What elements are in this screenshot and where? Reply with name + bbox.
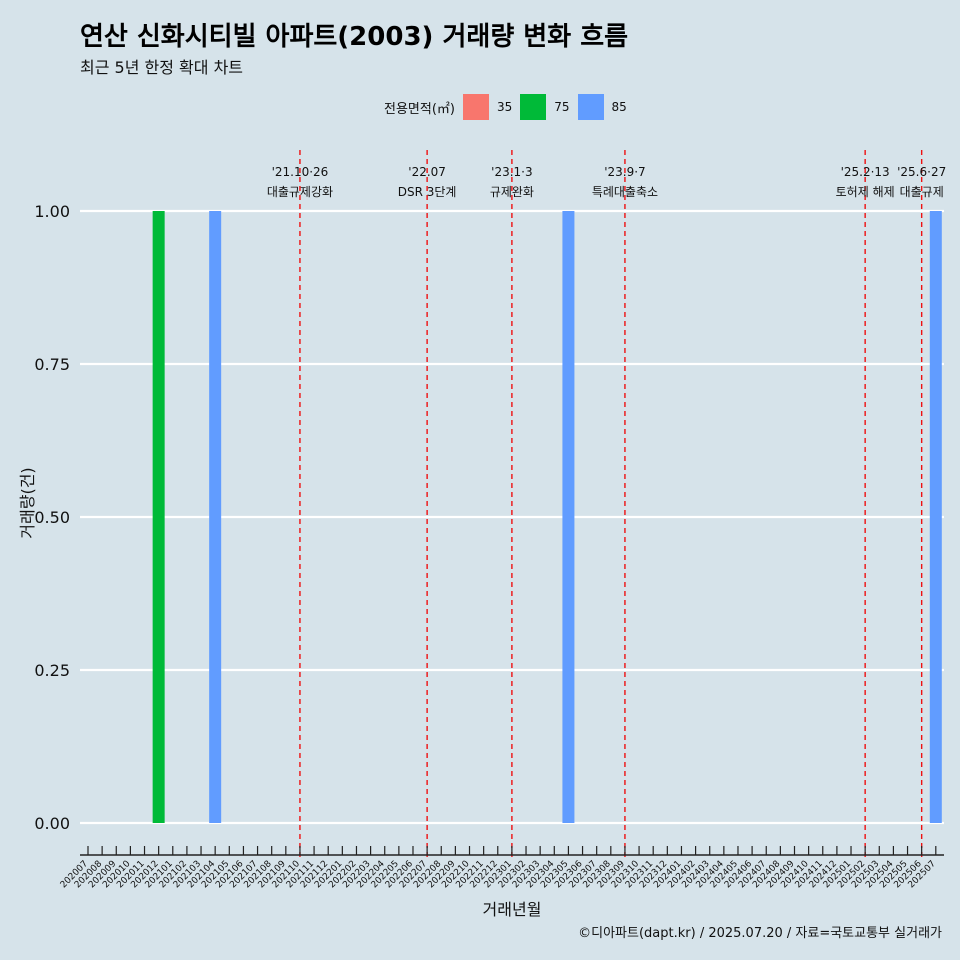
chart-title: 연산 신화시티빌 아파트(2003) 거래량 변화 흐름 [80, 22, 629, 52]
event-date-202110: '21.10·26 [272, 165, 329, 179]
legend-item-35: 35 [462, 94, 513, 120]
event-label-202110: 대출규제강화 [267, 185, 333, 199]
bar-202305-85 [562, 211, 575, 823]
y-tick-label: 0.50 [34, 508, 70, 527]
event-date-202506: '25.6·27 [897, 165, 946, 179]
y-tick-label: 0.25 [34, 661, 70, 680]
legend-swatch-75 [520, 94, 547, 120]
y-axis-title: 거래량(건) [18, 467, 37, 538]
caption: ©디아파트(dapt.kr) / 2025.07.20 / 자료=국토교통부 실… [578, 926, 942, 941]
event-label-202502: 토허제 해제 [836, 185, 895, 199]
event-label-202207: DSR 3단계 [398, 185, 457, 199]
x-axis-title: 거래년월 [483, 900, 542, 919]
bar-202012-75 [152, 211, 165, 823]
event-date-202301: '23.1·3 [491, 165, 532, 179]
legend-label-75: 75 [554, 100, 570, 114]
legend-item-75: 75 [520, 94, 570, 120]
event-label-202309: 특례대출축소 [592, 185, 658, 199]
event-label-202301: 규제완화 [490, 185, 534, 199]
event-label-202506: 대출규제 [900, 185, 944, 199]
y-tick-label: 1.00 [34, 202, 70, 221]
legend-item-85: 85 [577, 94, 627, 120]
legend-swatch-35 [462, 94, 489, 120]
bar-202507-85 [929, 211, 942, 823]
event-date-202207: '22.07 [408, 165, 446, 179]
legend-label-35: 35 [496, 100, 513, 114]
legend: 전용면적(㎡) 35 75 85 [384, 92, 635, 122]
bar-202104-85 [209, 211, 222, 823]
y-tick-label: 0.00 [34, 814, 70, 833]
event-date-202309: '23.9·7 [604, 165, 645, 179]
legend-swatch-85 [577, 94, 604, 120]
chart-subtitle: 최근 5년 한정 확대 차트 [80, 58, 244, 77]
event-date-202502: '25.2·13 [841, 165, 890, 179]
legend-label-85: 85 [611, 100, 627, 114]
legend-title: 전용면적(㎡) [384, 101, 455, 117]
y-tick-label: 0.75 [34, 355, 70, 374]
